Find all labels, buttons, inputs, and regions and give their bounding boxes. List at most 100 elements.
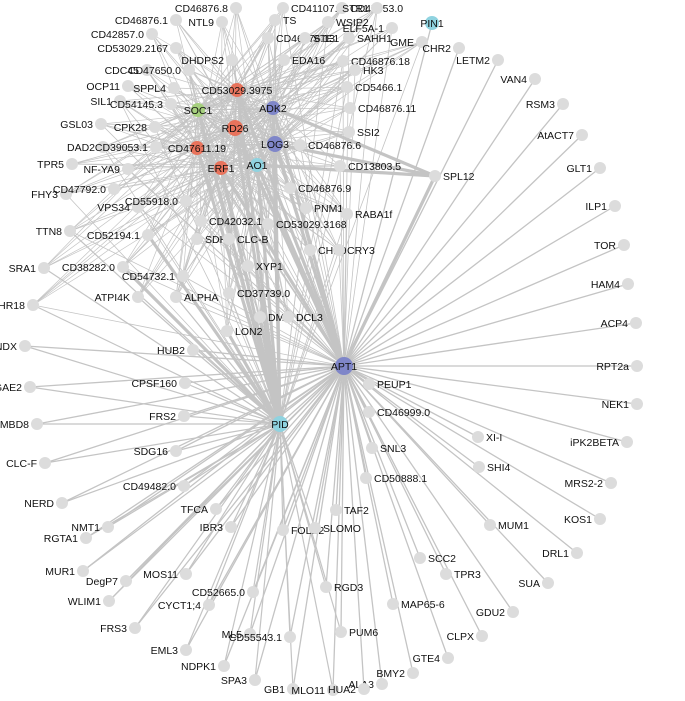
node-circle	[366, 442, 378, 454]
node-label: CD55543.1	[229, 632, 282, 644]
node-circle	[334, 160, 346, 172]
node-circle	[129, 622, 141, 634]
edge-SOC1-CD53029.3975	[197, 89, 238, 111]
edge-PID-CD52194.1	[146, 233, 282, 426]
edge-RABA1f-ADK2	[272, 107, 348, 215]
edge-PID-DME	[258, 315, 282, 426]
node-circle	[214, 161, 228, 175]
node-mrs2-2: MRS2-2	[564, 477, 617, 490]
edge-PID-AO1	[255, 163, 282, 426]
node-label: SNL3	[380, 443, 406, 455]
node-label: CD47792.0	[53, 184, 106, 196]
node-circle	[179, 377, 191, 389]
edge-APT1-FRS2	[183, 365, 345, 417]
edge-APT1-DRL1	[343, 365, 578, 554]
node-label: CPK28	[114, 122, 147, 134]
node-dad2: DAD2	[67, 141, 109, 154]
node-circle	[300, 202, 312, 214]
node-label: RGD3	[334, 582, 363, 594]
node-label: NDX	[0, 341, 17, 353]
node-label: EDA16	[292, 55, 325, 67]
node-label: CD46876.1	[115, 15, 168, 27]
node-circle	[170, 291, 182, 303]
node-circle	[223, 287, 235, 299]
edge-FHY3-PID	[65, 193, 281, 425]
node-label: XYP1	[256, 261, 283, 273]
node-label: HUB2	[157, 345, 185, 357]
node-label: TPR3	[454, 569, 481, 581]
edge-CD46876.9-CD53029.3975	[236, 89, 291, 189]
node-clc-b: CLC-B	[223, 233, 269, 246]
node-circle	[132, 291, 144, 303]
node-circle	[630, 317, 642, 329]
node-label: CD46876.8	[175, 3, 228, 15]
node-label: ATPI4K	[95, 292, 130, 304]
node-circle	[244, 628, 256, 640]
node-circle	[97, 141, 109, 153]
node-label: CD50888.1	[374, 473, 427, 485]
node-sra1: SRA1	[9, 262, 50, 275]
node-label: SCC2	[428, 553, 456, 565]
node-label: CLPX	[447, 631, 474, 643]
node-circle	[492, 54, 504, 66]
edge-PID-EML3	[185, 423, 281, 651]
node-label: LON2	[235, 326, 263, 338]
node-raba1f: RABA1f	[341, 208, 392, 221]
node-layer: CD46876.8TSCD41107.0CD47053.0STR1PIN1CD4…	[0, 2, 643, 697]
node-label: CD53029.3975	[202, 85, 273, 97]
node-wlim1: WLIM1	[68, 595, 115, 608]
node-str1: STR1	[342, 2, 383, 15]
node-circle	[266, 101, 280, 115]
node-cd54732-1: CD54732.1	[122, 270, 189, 283]
edge-APT1-XI-I	[343, 365, 479, 438]
edge-CD46876.1-CD53029.3975	[175, 19, 238, 91]
node-cd46876-18: CD46876.18	[337, 55, 410, 68]
node-log3: LOG3	[261, 136, 289, 152]
node-label: CD53029.2167	[97, 43, 168, 55]
node-label: CD38282.0	[62, 262, 115, 274]
node-circle	[440, 568, 452, 580]
edge-APT1-NERD	[61, 365, 345, 504]
edge-APT1-SPL12	[342, 174, 437, 368]
node-label: TAF2	[344, 505, 369, 517]
node-circle	[284, 631, 296, 643]
node-label: SAHH1	[357, 33, 392, 45]
node-circle	[476, 630, 488, 642]
edge-FHY3-CD53029.3975	[65, 89, 238, 195]
node-circle	[64, 225, 76, 237]
node-circle	[178, 410, 190, 422]
edge-CD52194.1-SOC1	[147, 109, 199, 236]
node-circle	[322, 16, 334, 28]
node-circle	[77, 565, 89, 577]
node-circle	[278, 54, 290, 66]
node-circle	[177, 270, 189, 282]
edge-LON2-ERF1	[220, 167, 228, 332]
node-label: CD52665.0	[192, 587, 245, 599]
node-cd53029-3168: CD53029.3168	[262, 218, 347, 231]
node-label: GSL03	[60, 119, 93, 131]
edge-PID-MOS11	[185, 423, 281, 575]
node-circle	[254, 311, 266, 323]
node-drl1: DRL1	[542, 547, 583, 560]
node-circle	[247, 586, 259, 598]
node-label: CD53029.3168	[276, 219, 347, 231]
node-circle	[191, 233, 203, 245]
edge-APT1-MRS2-2	[343, 365, 612, 484]
edge-PID-CD37739.0	[228, 292, 281, 425]
node-snl3: SNL3	[366, 442, 406, 455]
edge-CRY3-CD53029.3975	[236, 89, 340, 251]
node-circle	[114, 95, 126, 107]
node-label: PEUP1	[377, 379, 412, 391]
edge-RABA1f-APT1	[343, 213, 348, 367]
edge-APT1-TAF2	[335, 365, 345, 511]
node-label: DHDPS2	[181, 55, 224, 67]
edge-CD46876.13-CD53029.3975	[236, 37, 269, 91]
node-circle	[242, 260, 254, 272]
node-label: DegP7	[86, 576, 118, 588]
node-mbd8: MBD8	[0, 418, 43, 431]
edge-HK3-SOC1	[197, 69, 356, 111]
edge-PID-SLOMO	[279, 423, 316, 529]
node-ttn8: TTN8	[36, 225, 76, 238]
node-ntl9: NTL9	[188, 16, 228, 29]
node-gdu2: GDU2	[476, 606, 519, 619]
